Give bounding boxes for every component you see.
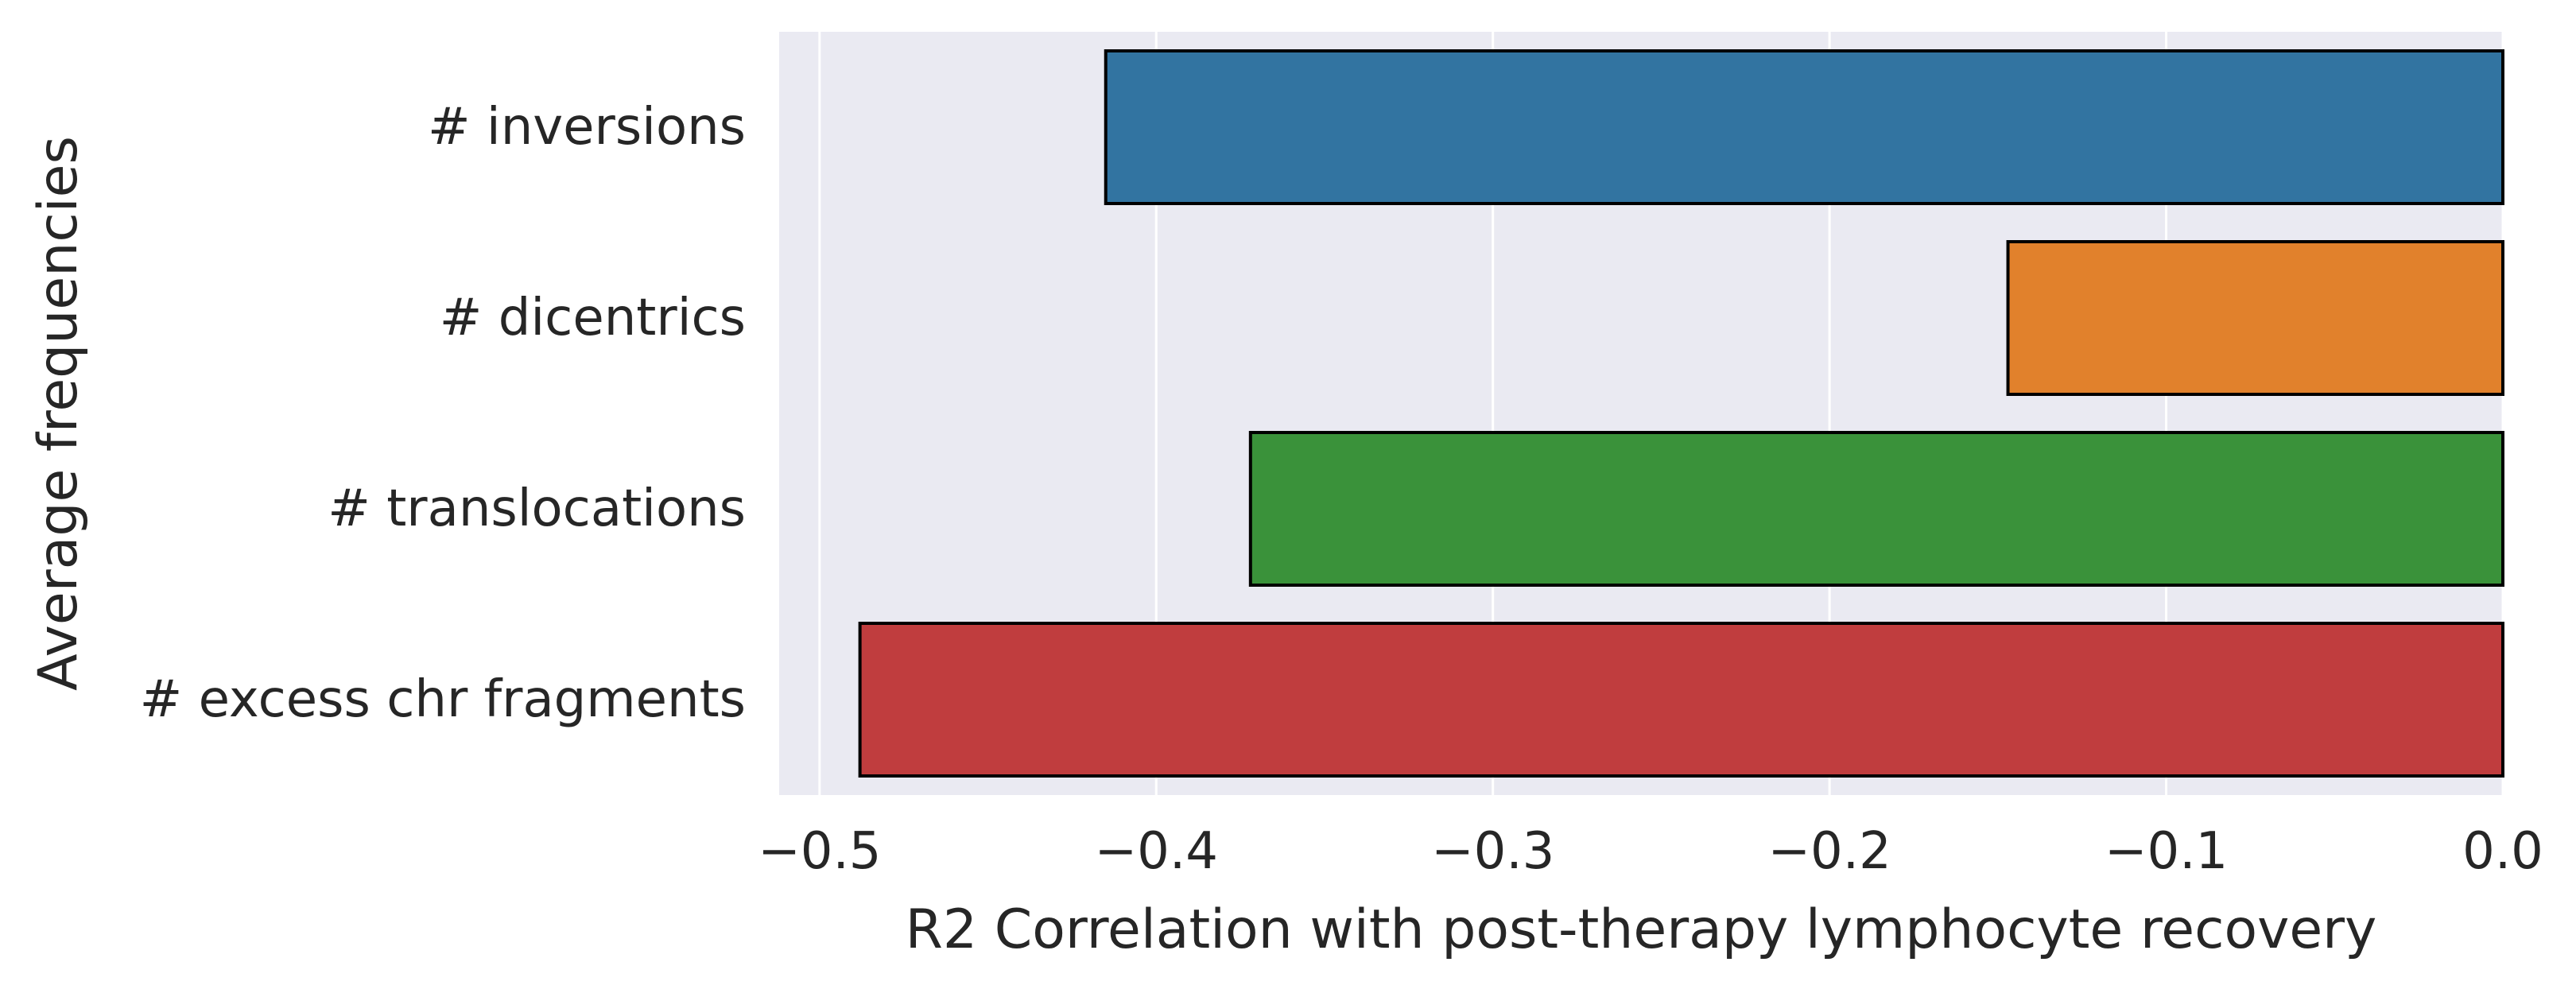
y-axis-label: Average frequencies (27, 136, 90, 691)
bar-excess-chr-fragments (858, 622, 2504, 778)
bars (858, 49, 2504, 778)
x-tick-label-0: −0.5 (758, 822, 881, 881)
y-tick-label-inversions: # inversions (428, 98, 746, 157)
y-tick-label-excess-chr-fragments: # excess chr fragments (140, 670, 746, 729)
bar-translocations (1248, 431, 2504, 587)
x-tick-label-2: −0.3 (1431, 822, 1554, 881)
bar-dicentrics (2006, 240, 2504, 396)
x-axis-label: R2 Correlation with post-therapy lymphoc… (906, 898, 2377, 961)
x-tick-label-3: −0.2 (1767, 822, 1891, 881)
y-tick-label-dicentrics: # dicentrics (440, 289, 746, 347)
x-tick-label-1: −0.4 (1095, 822, 1218, 881)
bar-inversions (1104, 49, 2504, 205)
y-tick-labels: # inversions # dicentrics # translocations… (140, 98, 746, 729)
x-tick-label-4: −0.1 (2105, 822, 2228, 881)
x-tick-label-5: 0.0 (2462, 822, 2543, 881)
y-tick-label-translocations: # translocations (328, 479, 746, 538)
x-tick-labels: −0.5 −0.4 −0.3 −0.2 −0.1 0.0 (758, 822, 2543, 881)
